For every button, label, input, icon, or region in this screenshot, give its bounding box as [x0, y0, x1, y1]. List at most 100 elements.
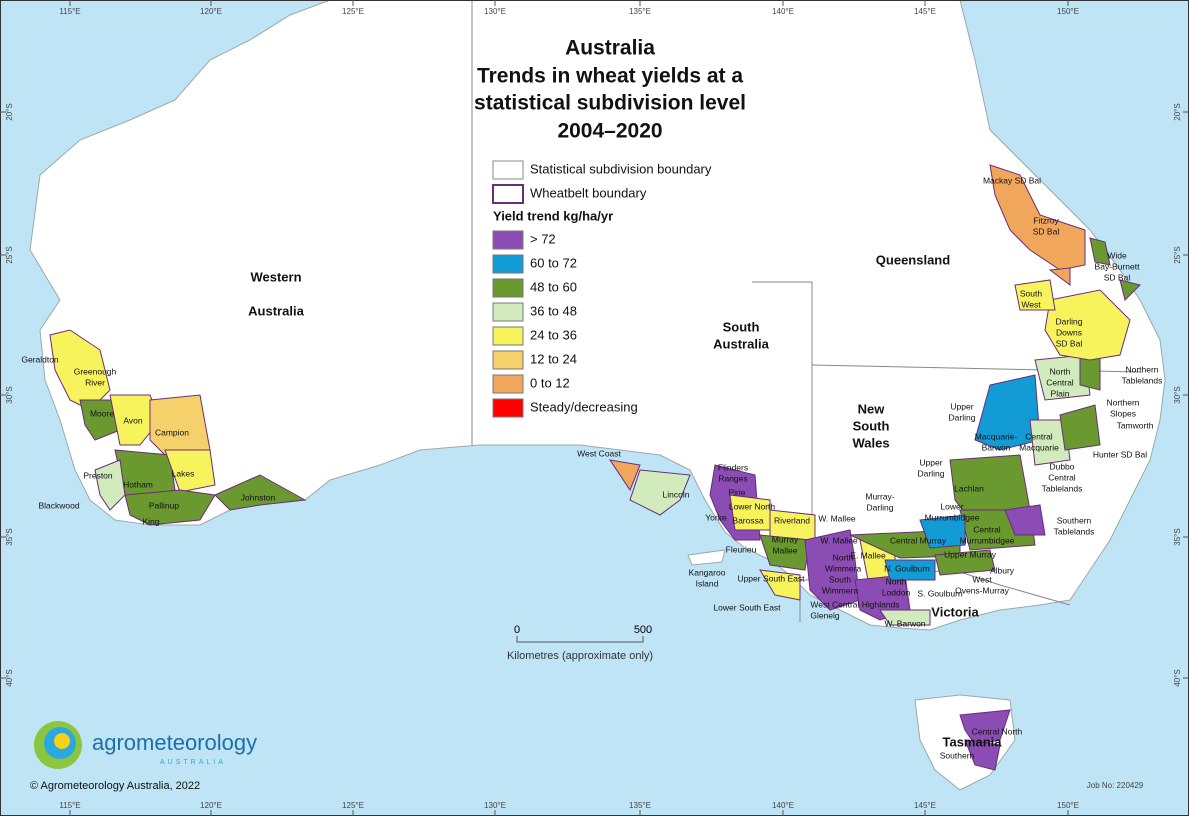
- subdivision-label: Central: [1046, 377, 1074, 387]
- subdivision-label: E. Mallee: [850, 550, 886, 560]
- subdivision-label: Macquarie: [1019, 442, 1059, 452]
- longitude-label: 125°E: [342, 7, 364, 16]
- subdivision-label: Campion: [155, 427, 189, 437]
- legend-label: 36 to 48: [530, 303, 577, 318]
- subdivision-label: Lachlan: [954, 483, 984, 493]
- longitude-label: 120°E: [200, 801, 222, 810]
- longitude-label: 135°E: [629, 801, 651, 810]
- subdivision-label: Plain: [1051, 388, 1070, 398]
- subdivision-label: Barwon: [982, 442, 1011, 452]
- subdivision-label: River: [85, 377, 105, 387]
- subdivision-label: Wimmera: [822, 585, 859, 595]
- legend-label: 0 to 12: [530, 375, 570, 390]
- subdivision-label: Tablelands: [1122, 375, 1163, 385]
- region: [124, 489, 216, 526]
- legend-label: Statistical subdivision boundary: [530, 161, 712, 176]
- title-line: Australia: [565, 37, 655, 60]
- subdivision-label: Greenough: [74, 366, 117, 376]
- subdivision-label: Murrumbidgee: [960, 535, 1015, 545]
- subdivision-label: Darling: [867, 502, 894, 512]
- subdivision-label: Fitzroy: [1033, 215, 1059, 225]
- region: [1004, 504, 1046, 536]
- longitude-label: 130°E: [484, 801, 506, 810]
- subdivision-label: Murray-: [865, 491, 894, 501]
- subdivision-label: Northern: [1106, 397, 1139, 407]
- subdivision-label: W. Barwon: [884, 618, 925, 628]
- kangaroo-island: [687, 549, 726, 566]
- subdivision-label: Upper South East: [737, 573, 805, 583]
- subdivision-label: Ovens-Murray: [955, 585, 1010, 595]
- subdivision-label: Upper Murray: [944, 549, 997, 559]
- legend-swatch: [492, 350, 524, 370]
- region: [1029, 419, 1071, 466]
- subdivision-label: Moore: [90, 408, 114, 418]
- subdivision-label: Darling: [1056, 316, 1083, 326]
- subdivision-label: Central: [1048, 472, 1076, 482]
- state-label: South: [853, 418, 890, 433]
- subdivision-label: Southern: [940, 750, 975, 760]
- title-line: statistical subdivision level: [474, 92, 746, 115]
- latitude-label: 20°S: [5, 103, 14, 120]
- region: [164, 449, 216, 493]
- legend-label: Steady/decreasing: [530, 399, 638, 414]
- subdivision-label: Mackay SD Bal: [983, 175, 1041, 185]
- subdivision-label: Macquarie-: [975, 431, 1018, 441]
- subdivision-label: W. Mallee: [818, 513, 856, 523]
- legend-label: 48 to 60: [530, 279, 577, 294]
- subdivision-label: Wide: [1107, 250, 1127, 260]
- subdivision-label: SD Bal: [1033, 226, 1060, 236]
- legend-label: Wheatbelt boundary: [530, 185, 647, 200]
- region: [879, 609, 931, 626]
- state-label: South: [723, 319, 760, 334]
- longitude-label: 115°E: [59, 801, 80, 810]
- subdivision-label: South: [829, 574, 851, 584]
- longitude-label: 150°E: [1057, 801, 1079, 810]
- legend-swatch: [492, 374, 524, 394]
- subdivision-label: Glenelg: [810, 610, 840, 620]
- logo-name: agrometeorology: [92, 730, 257, 755]
- region: [608, 459, 641, 492]
- subdivision-label: SD Bal: [1056, 338, 1083, 348]
- subdivision-label: Central Murray: [890, 535, 947, 545]
- region: [964, 739, 1001, 771]
- subdivision-label: Pallinup: [149, 500, 180, 510]
- legend-swatch: [492, 398, 524, 418]
- subdivision-label: West: [972, 574, 992, 584]
- subdivision-label: North: [1050, 366, 1071, 376]
- legend-swatch: [492, 326, 524, 346]
- longitude-label: 125°E: [342, 801, 364, 810]
- scale-label: 500: [634, 624, 652, 636]
- region: [989, 164, 1086, 271]
- state-label: Australia: [248, 303, 304, 318]
- region: [79, 399, 121, 441]
- longitude-label: 140°E: [772, 7, 794, 16]
- legend-swatch: [492, 302, 524, 322]
- region: [934, 549, 996, 576]
- subdivision-label: Bay-Burnett: [1095, 261, 1141, 271]
- subdivision-label: S. Goulburn: [917, 588, 963, 598]
- scale-bar: 0 500 Kilometres (approximate only): [507, 624, 653, 662]
- region: [759, 569, 801, 601]
- region: [1044, 289, 1131, 361]
- subdivision-label: South: [1020, 288, 1042, 298]
- region: [1089, 237, 1111, 266]
- region: [1048, 267, 1071, 286]
- latitude-label: 25°S: [5, 246, 14, 263]
- longitude-label: 115°E: [59, 7, 80, 16]
- state-label: Victoria: [931, 604, 979, 619]
- subdivision-label: Dubbo: [1049, 461, 1074, 471]
- legend-label: 60 to 72: [530, 255, 577, 270]
- copyright: © Agrometeorology Australia, 2022: [30, 780, 200, 792]
- longitude-label: 150°E: [1057, 7, 1079, 16]
- scale-caption: Kilometres (approximate only): [507, 650, 653, 662]
- subdivision-label: Johnston: [241, 492, 276, 502]
- region: [214, 474, 307, 511]
- subdivision-label: Central: [973, 524, 1001, 534]
- subdivision-label: Upper: [919, 457, 942, 467]
- state-label: Queensland: [876, 252, 950, 267]
- region: [959, 709, 1011, 746]
- state-label: Tasmania: [942, 734, 1002, 749]
- subdivision-label: Geraldton: [21, 354, 59, 364]
- subdivision-label: Barossa: [732, 515, 763, 525]
- subdivision-label: Hunter SD Bal: [1093, 449, 1147, 459]
